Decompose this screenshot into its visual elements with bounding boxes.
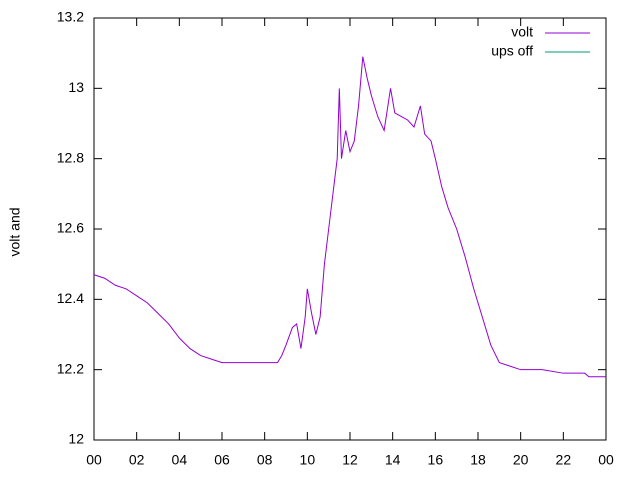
y-tick-label: 12.6 — [57, 220, 84, 236]
y-tick-label: 12 — [68, 431, 84, 447]
x-tick-label: 04 — [172, 452, 188, 468]
data-line — [93, 56, 606, 378]
x-tick-label: 14 — [385, 452, 401, 468]
y-tick-label: 13 — [68, 79, 84, 95]
legend-label: ups off — [491, 43, 533, 59]
x-tick-label: 00 — [598, 452, 614, 468]
x-tick-label: 16 — [428, 452, 444, 468]
y-axis-label: volt and — [7, 207, 23, 256]
x-tick-label: 06 — [214, 452, 230, 468]
y-tick-label: 12.2 — [57, 360, 84, 376]
y-tick-label: 12.4 — [57, 290, 84, 306]
x-tick-label: 20 — [513, 452, 529, 468]
x-tick-label: 02 — [129, 452, 145, 468]
legend-label: volt — [511, 24, 533, 40]
y-tick-label: 13.2 — [57, 9, 84, 25]
x-tick-label: 00 — [86, 452, 102, 468]
y-tick-label: 12.8 — [57, 149, 84, 165]
x-tick-label: 18 — [470, 452, 486, 468]
plot-border — [93, 17, 607, 441]
x-tick-label: 22 — [556, 452, 572, 468]
x-tick-label: 08 — [257, 452, 273, 468]
x-tick-label: 12 — [342, 452, 358, 468]
x-tick-label: 10 — [300, 452, 316, 468]
